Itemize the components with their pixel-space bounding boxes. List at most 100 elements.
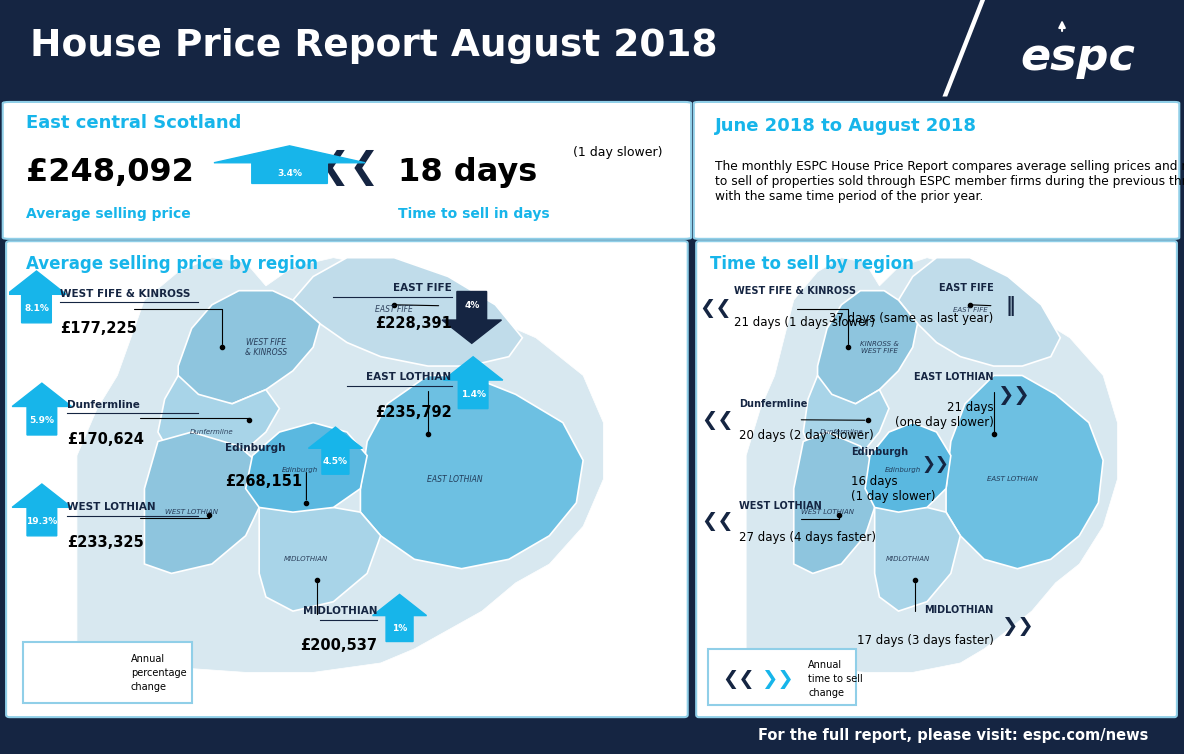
Text: £170,624: £170,624 xyxy=(66,432,143,447)
FancyBboxPatch shape xyxy=(6,241,688,717)
Text: 8.1%: 8.1% xyxy=(24,304,49,313)
Polygon shape xyxy=(746,258,1118,673)
Text: £228,391: £228,391 xyxy=(374,316,451,331)
Text: £200,537: £200,537 xyxy=(301,639,378,654)
Text: £235,792: £235,792 xyxy=(375,405,451,420)
Text: 3.4%: 3.4% xyxy=(277,169,302,178)
Text: WEST FIFE & KINROSS: WEST FIFE & KINROSS xyxy=(734,287,856,296)
Text: WEST LOTHIAN: WEST LOTHIAN xyxy=(739,501,822,511)
Text: EAST LOTHIAN: EAST LOTHIAN xyxy=(427,475,483,483)
Polygon shape xyxy=(946,375,1103,569)
Polygon shape xyxy=(942,0,985,97)
Text: ‖: ‖ xyxy=(1005,296,1015,316)
FancyArrow shape xyxy=(373,594,426,642)
Text: 21 days
(one day slower): 21 days (one day slower) xyxy=(895,401,993,429)
Text: Edinburgh: Edinburgh xyxy=(225,443,285,453)
Text: ❯❯: ❯❯ xyxy=(997,386,1030,405)
FancyArrow shape xyxy=(444,357,503,409)
Text: Average selling price: Average selling price xyxy=(26,207,191,222)
Text: 5.9%: 5.9% xyxy=(30,416,54,425)
Text: Edinburgh: Edinburgh xyxy=(851,446,908,457)
Polygon shape xyxy=(157,375,279,465)
Polygon shape xyxy=(899,258,1061,366)
FancyArrow shape xyxy=(86,652,122,683)
Text: ❯❯: ❯❯ xyxy=(921,455,950,473)
Text: MIDLOTHIAN: MIDLOTHIAN xyxy=(886,556,931,562)
Polygon shape xyxy=(77,258,604,673)
Text: East central Scotland: East central Scotland xyxy=(26,114,242,132)
FancyBboxPatch shape xyxy=(2,102,691,239)
Polygon shape xyxy=(179,291,320,403)
Text: EAST FIFE: EAST FIFE xyxy=(393,283,451,293)
Text: espc: espc xyxy=(1019,36,1135,79)
Text: Annual
time to sell
change: Annual time to sell change xyxy=(807,661,863,698)
FancyArrow shape xyxy=(442,292,502,343)
Polygon shape xyxy=(259,507,381,611)
Text: Average selling price by region: Average selling price by region xyxy=(26,256,318,273)
Text: ❮❮: ❮❮ xyxy=(701,512,734,531)
Text: WEST FIFE & KINROSS: WEST FIFE & KINROSS xyxy=(60,289,191,299)
FancyBboxPatch shape xyxy=(696,241,1177,717)
Text: 18 days: 18 days xyxy=(398,157,536,188)
Text: 37 days (same as last year): 37 days (same as last year) xyxy=(830,312,993,325)
Text: WEST LOTHIAN: WEST LOTHIAN xyxy=(166,509,218,515)
Polygon shape xyxy=(929,0,1184,97)
Text: Dunfermline: Dunfermline xyxy=(819,429,863,435)
Polygon shape xyxy=(817,291,918,403)
Polygon shape xyxy=(875,507,960,611)
Text: EAST FIFE: EAST FIFE xyxy=(375,305,413,314)
Text: MIDLOTHIAN: MIDLOTHIAN xyxy=(303,605,378,616)
Text: 20 days (2 day slower): 20 days (2 day slower) xyxy=(739,429,874,442)
Polygon shape xyxy=(246,422,367,512)
Text: £268,151: £268,151 xyxy=(225,474,303,489)
Polygon shape xyxy=(803,375,889,465)
Text: Dunfermline: Dunfermline xyxy=(66,400,140,410)
Text: ❮❮: ❮❮ xyxy=(722,670,755,689)
FancyArrow shape xyxy=(214,146,365,183)
Text: Time to sell by region: Time to sell by region xyxy=(710,256,914,273)
Text: ❮❮: ❮❮ xyxy=(320,150,380,185)
FancyArrow shape xyxy=(43,667,78,697)
Text: Dunfermline: Dunfermline xyxy=(739,400,807,409)
Text: (1 day slower): (1 day slower) xyxy=(573,146,663,158)
Polygon shape xyxy=(866,422,951,512)
Text: ❯❯: ❯❯ xyxy=(1002,617,1034,636)
FancyArrow shape xyxy=(12,484,71,536)
Text: 1%: 1% xyxy=(392,624,407,633)
Text: ❮❮: ❮❮ xyxy=(701,411,734,431)
Polygon shape xyxy=(292,258,522,366)
Text: EAST LOTHIAN: EAST LOTHIAN xyxy=(366,372,451,382)
Text: Dunfermline: Dunfermline xyxy=(191,429,233,435)
Text: ❮❮: ❮❮ xyxy=(699,299,732,318)
Text: 21 days (1 days slower): 21 days (1 days slower) xyxy=(734,316,875,329)
Text: 27 days (4 days faster): 27 days (4 days faster) xyxy=(739,531,876,544)
Text: £177,225: £177,225 xyxy=(60,321,137,336)
Polygon shape xyxy=(360,375,584,569)
Text: 4.5%: 4.5% xyxy=(323,457,348,466)
Text: KINROSS &
WEST FIFE: KINROSS & WEST FIFE xyxy=(860,341,899,354)
Text: WEST LOTHIAN: WEST LOTHIAN xyxy=(800,509,854,515)
FancyBboxPatch shape xyxy=(22,642,192,703)
Text: EAST LOTHIAN: EAST LOTHIAN xyxy=(914,372,993,382)
Text: MIDLOTHIAN: MIDLOTHIAN xyxy=(925,605,993,615)
Text: Time to sell in days: Time to sell in days xyxy=(398,207,549,222)
Text: £248,092: £248,092 xyxy=(26,157,194,188)
Text: Edinburgh: Edinburgh xyxy=(282,467,317,473)
Text: Edinburgh: Edinburgh xyxy=(886,467,921,473)
Polygon shape xyxy=(793,432,880,573)
Text: House Price Report August 2018: House Price Report August 2018 xyxy=(30,29,718,64)
Text: 17 days (3 days faster): 17 days (3 days faster) xyxy=(857,633,993,647)
Text: EAST FIFE: EAST FIFE xyxy=(939,283,993,293)
Text: MIDLOTHIAN: MIDLOTHIAN xyxy=(284,556,328,562)
Text: Annual
percentage
change: Annual percentage change xyxy=(131,654,187,692)
FancyArrow shape xyxy=(309,427,362,474)
Text: The monthly ESPC House Price Report compares average selling prices and median t: The monthly ESPC House Price Report comp… xyxy=(715,160,1184,203)
Text: WEST LOTHIAN: WEST LOTHIAN xyxy=(66,502,155,512)
Text: 16 days
(1 day slower): 16 days (1 day slower) xyxy=(851,476,935,504)
Text: June 2018 to August 2018: June 2018 to August 2018 xyxy=(715,117,977,135)
Polygon shape xyxy=(144,432,266,573)
Text: EAST FIFE: EAST FIFE xyxy=(953,307,987,312)
FancyArrow shape xyxy=(7,271,66,323)
Text: ❯❯: ❯❯ xyxy=(760,670,793,689)
FancyBboxPatch shape xyxy=(708,648,856,706)
